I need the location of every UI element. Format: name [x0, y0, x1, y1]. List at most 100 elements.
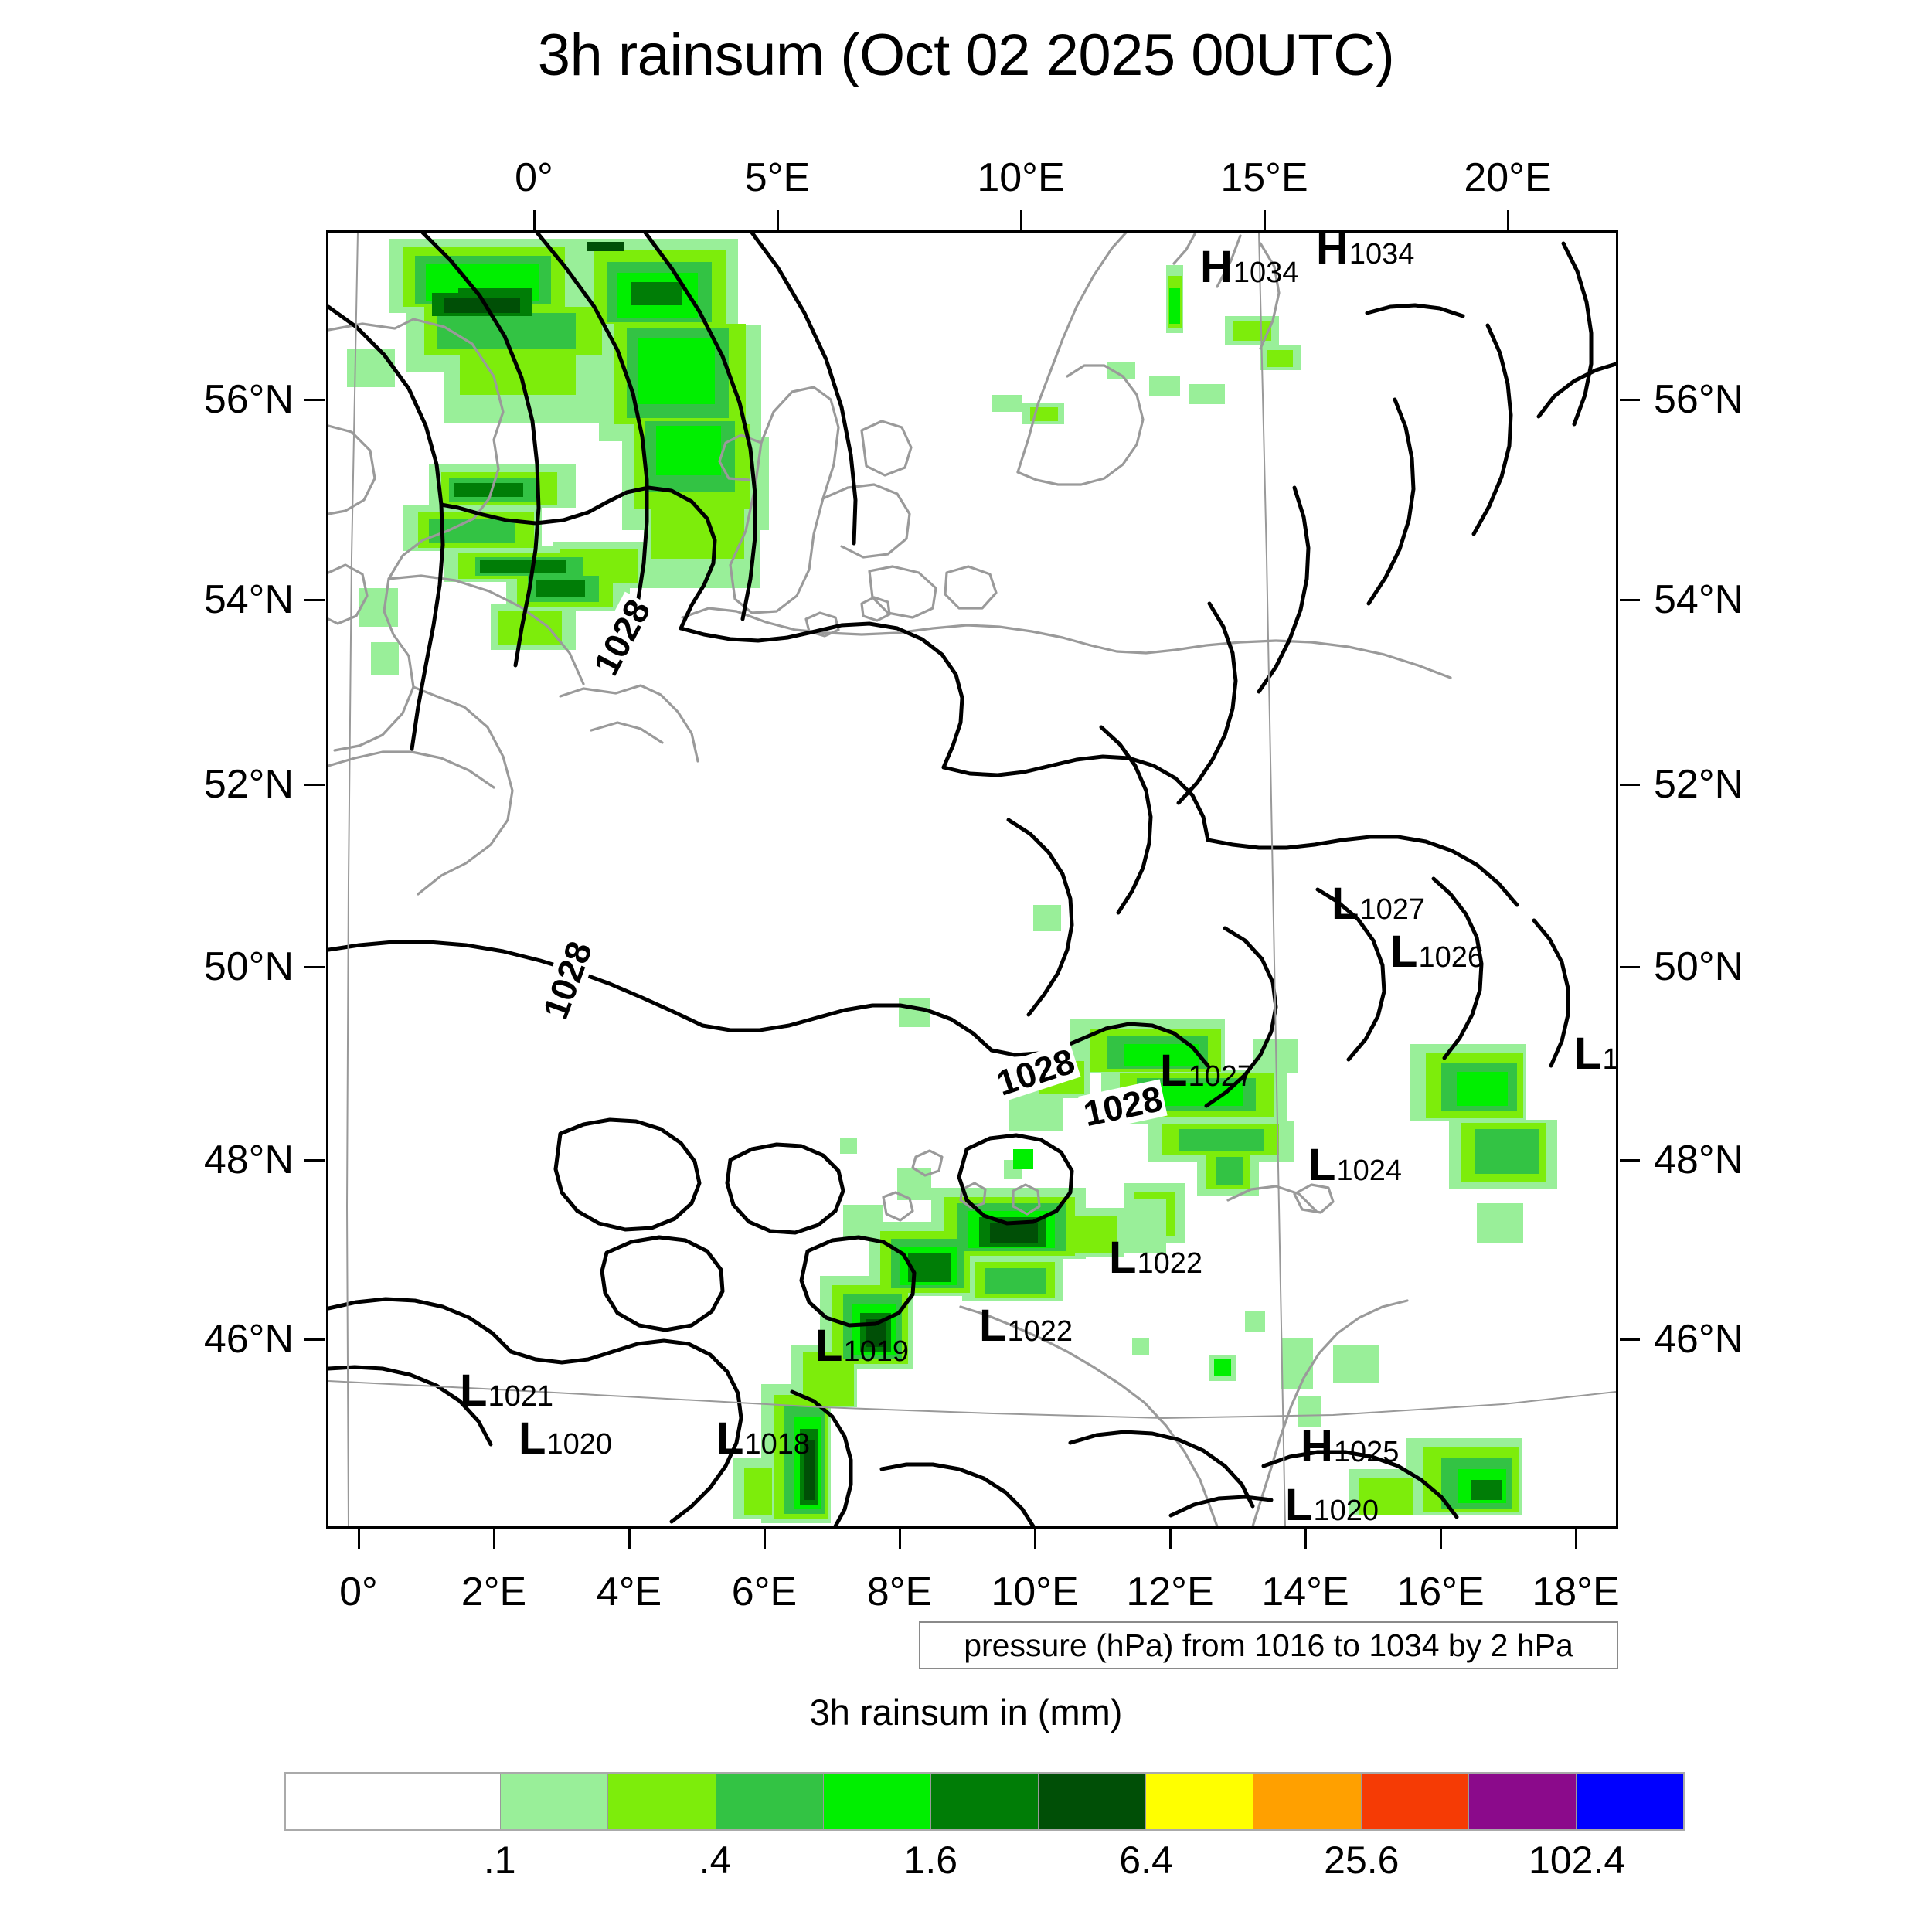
colorbar-cell-4[interactable] — [716, 1774, 824, 1829]
l-value: 1018 — [744, 1428, 810, 1461]
h-value: 1034 — [1233, 257, 1299, 289]
axis-label-top-1: 5°E — [744, 155, 811, 200]
l-value: 1022 — [1137, 1247, 1202, 1280]
colorbar-tick-labels: .1 .4 1.6 6.4 25.6 102.4 — [284, 1838, 1685, 1892]
pressure-center-l-1022-a: L1022 — [1109, 1236, 1202, 1281]
axis-label-right-5: 46°N — [1654, 1317, 1744, 1362]
axis-label-bottom-6: 12°E — [1126, 1570, 1214, 1614]
axis-label-left-1: 54°N — [203, 577, 294, 622]
pressure-center-h-1034-b: H1034 — [1316, 230, 1414, 274]
colorbar-cell-1[interactable] — [393, 1774, 502, 1829]
axis-label-top-0: 0° — [515, 155, 553, 200]
l-symbol: L — [815, 1321, 843, 1371]
l-value: 1022 — [1007, 1315, 1073, 1348]
colorbar-cell-5[interactable] — [823, 1774, 931, 1829]
colorbar-title: 3h rainsum in (mm) — [809, 1692, 1123, 1733]
tick-right-1 — [1620, 599, 1640, 601]
pressure-center-l-1024: L1024 — [1308, 1143, 1402, 1188]
tick-bottom-6 — [1169, 1529, 1172, 1549]
l-symbol: L — [1332, 879, 1359, 929]
axis-label-top-2: 10°E — [977, 155, 1065, 200]
precip-shading — [347, 239, 1557, 1523]
pressure-center-h-1034-a: H1034 — [1200, 245, 1298, 290]
colorbar-cell-7[interactable] — [1039, 1774, 1147, 1829]
axis-label-bottom-2: 4°E — [596, 1570, 662, 1614]
coastlines — [328, 233, 1452, 1526]
tick-right-2 — [1620, 784, 1640, 786]
tick-bottom-3 — [764, 1529, 766, 1549]
axis-label-right-0: 56°N — [1654, 377, 1744, 422]
colorbar-cell-8[interactable] — [1146, 1774, 1254, 1829]
tick-top-4 — [1507, 210, 1509, 230]
l-value: 1027 — [1188, 1060, 1253, 1093]
l-value: 1020 — [546, 1428, 612, 1461]
colorbar-cell-10[interactable] — [1361, 1774, 1469, 1829]
axis-label-bottom-3: 6°E — [731, 1570, 798, 1614]
l-value: 1020 — [1313, 1495, 1379, 1527]
l-symbol: L — [979, 1301, 1007, 1351]
colorbar-cell-3[interactable] — [608, 1774, 716, 1829]
colorbar-tick-0: .1 — [483, 1838, 516, 1882]
tick-left-1 — [304, 599, 325, 601]
tick-top-1 — [777, 210, 779, 230]
l-symbol: L — [1390, 927, 1418, 977]
tick-bottom-7 — [1304, 1529, 1307, 1549]
tick-top-0 — [533, 210, 536, 230]
axis-label-bottom-9: 18°E — [1532, 1570, 1620, 1614]
axis-label-bottom-8: 16°E — [1396, 1570, 1485, 1614]
tick-left-0 — [304, 399, 325, 401]
pressure-center-l-1021: L1021 — [460, 1369, 553, 1413]
tick-top-3 — [1264, 210, 1266, 230]
pressure-center-l-1027-a: L1027 — [1332, 882, 1425, 927]
colorbar-tick-3: 6.4 — [1119, 1838, 1173, 1882]
colorbar-tick-2: 1.6 — [903, 1838, 958, 1882]
colorbar-cell-12[interactable] — [1576, 1774, 1684, 1829]
h-symbol: H — [1316, 230, 1349, 274]
tick-bottom-5 — [1034, 1529, 1036, 1549]
axis-label-left-0: 56°N — [203, 377, 294, 422]
axis-label-right-4: 48°N — [1654, 1138, 1744, 1182]
colorbar[interactable] — [284, 1772, 1685, 1831]
l-value: 1021 — [488, 1380, 553, 1413]
axis-label-bottom-7: 14°E — [1261, 1570, 1349, 1614]
l-value: 1026 — [1418, 941, 1484, 974]
tick-right-5 — [1620, 1338, 1640, 1341]
axis-label-left-3: 50°N — [203, 944, 294, 989]
pressure-legend-box: pressure (hPa) from 1016 to 1034 by 2 hP… — [919, 1621, 1618, 1669]
axis-label-top-3: 15°E — [1220, 155, 1308, 200]
tick-right-4 — [1620, 1159, 1640, 1162]
h-value: 1025 — [1333, 1436, 1400, 1468]
h-symbol: H — [1200, 242, 1233, 292]
axis-label-bottom-0: 0° — [339, 1570, 378, 1614]
tick-left-4 — [304, 1159, 325, 1162]
colorbar-cell-2[interactable] — [501, 1774, 609, 1829]
tick-left-3 — [304, 966, 325, 968]
axis-label-left-5: 46°N — [203, 1317, 294, 1362]
axis-label-right-1: 54°N — [1654, 577, 1744, 622]
map-canvas[interactable]: H1034 H1034 L1027 L1026 L1027 L1022 L102… — [326, 230, 1618, 1529]
tick-top-2 — [1020, 210, 1022, 230]
colorbar-cell-11[interactable] — [1468, 1774, 1577, 1829]
pressure-center-l-1020-edge: L1020 — [1574, 1029, 1616, 1079]
l-symbol: L — [1285, 1480, 1313, 1529]
colorbar-cell-6[interactable] — [930, 1774, 1039, 1829]
page-title: 3h rainsum (Oct 02 2025 00UTC) — [537, 22, 1395, 88]
axis-label-left-2: 52°N — [203, 762, 294, 807]
l-symbol: L — [716, 1413, 744, 1464]
pressure-center-l-1020-a: L1020 — [519, 1417, 612, 1461]
tick-bottom-1 — [493, 1529, 495, 1549]
colorbar-tick-4: 25.6 — [1324, 1838, 1400, 1882]
l-symbol: L — [460, 1366, 488, 1416]
colorbar-tick-5: 102.4 — [1529, 1838, 1626, 1882]
l-symbol: L — [1574, 1029, 1602, 1079]
colorbar-cell-9[interactable] — [1253, 1774, 1362, 1829]
pressure-center-l-1026: L1026 — [1390, 930, 1484, 975]
tick-bottom-9 — [1575, 1529, 1577, 1549]
colorbar-cell-0[interactable] — [286, 1774, 394, 1829]
tick-right-0 — [1620, 399, 1640, 401]
tick-bottom-4 — [899, 1529, 901, 1549]
tick-left-2 — [304, 784, 325, 786]
l-symbol: L — [1160, 1046, 1188, 1096]
tick-right-3 — [1620, 966, 1640, 968]
pressure-center-h-1025: H1025 — [1301, 1424, 1399, 1469]
